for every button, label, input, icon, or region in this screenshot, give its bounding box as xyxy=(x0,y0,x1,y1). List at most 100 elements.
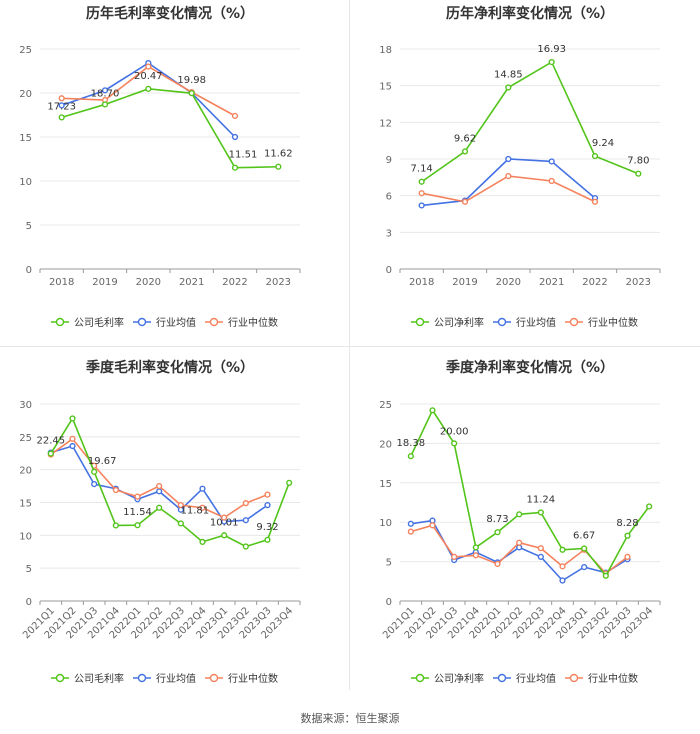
data-point-median xyxy=(199,504,206,511)
chart-panel-2: 历年净利率变化情况（%） 0 3 6 9 12 15 18 2018 2019 2020 2021 20… xyxy=(379,5,661,329)
x-tick-label: 2021 xyxy=(179,277,204,288)
data-point-avg xyxy=(101,87,109,94)
data-point-company xyxy=(537,509,544,516)
series-line-company xyxy=(50,416,290,548)
legend-item-company: 公司净利率 xyxy=(411,672,484,685)
data-label: 9.62 xyxy=(454,133,476,144)
chart-title: 历年净利率变化情况（%） xyxy=(446,5,614,22)
legend-label: 行业中位数 xyxy=(588,316,638,329)
y-tick-label: 6 xyxy=(386,192,392,203)
data-label: 11.54 xyxy=(123,507,152,518)
data-point-company xyxy=(145,85,152,92)
data-source-caption: 数据来源：恒生聚源 xyxy=(300,712,400,725)
legend-marker-icon xyxy=(137,673,147,683)
data-point-company xyxy=(177,520,184,527)
horizontal-divider xyxy=(0,346,700,347)
legend-item-company: 公司毛利率 xyxy=(51,672,124,685)
data-label: 16.93 xyxy=(537,44,566,55)
y-tick-label: 25 xyxy=(19,433,32,444)
data-point-median xyxy=(429,522,436,529)
data-point-median xyxy=(418,190,425,197)
legend-item-avg: 行业均值 xyxy=(493,316,556,329)
y-tick-label: 15 xyxy=(379,82,392,93)
legend-label: 公司毛利率 xyxy=(74,672,124,685)
data-point-median xyxy=(221,514,228,521)
data-point-company xyxy=(242,543,249,550)
data-point-avg xyxy=(537,553,544,560)
data-label: 18.70 xyxy=(91,88,120,99)
data-label: 7.80 xyxy=(627,156,649,167)
y-tick-label: 25 xyxy=(379,400,392,411)
data-label: 7.14 xyxy=(411,164,433,175)
chart-panel-3: 季度毛利率变化情况（%）0510152025302021Q12021Q22021… xyxy=(19,359,301,685)
chart-title: 季度净利率变化情况（%） xyxy=(445,359,614,376)
data-point-company xyxy=(264,536,271,543)
data-point-median xyxy=(156,482,163,490)
data-point-company xyxy=(494,529,501,536)
data-label: 6.67 xyxy=(573,530,595,541)
data-label: 18.38 xyxy=(397,438,426,449)
legend-item-avg: 行业均值 xyxy=(133,672,196,685)
data-point-company xyxy=(275,163,282,170)
y-tick-label: 15 xyxy=(19,133,32,144)
chart-title: 季度毛利率变化情况（%） xyxy=(85,359,254,376)
data-point-company xyxy=(407,453,414,460)
data-point-company xyxy=(472,544,479,551)
legend-marker-icon xyxy=(55,317,65,327)
data-point-median xyxy=(264,491,271,498)
chart-panel-4: 季度净利率变化情况（%）05101520252021Q12021Q22021Q3… xyxy=(379,359,661,685)
legend-marker-icon xyxy=(209,673,219,683)
y-tick-label: 9 xyxy=(386,155,392,166)
legend-label: 公司净利率 xyxy=(434,316,484,329)
x-tick-label: 2023 xyxy=(626,277,651,288)
data-point-avg xyxy=(69,442,76,450)
data-point-company xyxy=(112,522,119,529)
data-point-median xyxy=(407,528,414,535)
data-label: 8.73 xyxy=(486,514,508,525)
data-point-avg xyxy=(231,133,239,141)
data-point-avg xyxy=(581,564,588,571)
data-point-company xyxy=(418,178,425,185)
data-point-avg xyxy=(559,577,566,584)
legend-marker-icon xyxy=(415,317,425,327)
data-point-median xyxy=(494,560,501,568)
legend-label: 行业中位数 xyxy=(228,672,278,685)
data-point-company xyxy=(69,415,76,422)
data-label: 11.62 xyxy=(264,149,293,160)
legend-item-avg: 行业均值 xyxy=(493,672,556,685)
data-point-company xyxy=(559,546,566,553)
legend-label: 公司净利率 xyxy=(434,672,484,685)
legend: 公司毛利率 行业均值 行业中位数 xyxy=(51,316,278,329)
data-label: 17.23 xyxy=(47,101,76,112)
data-point-median xyxy=(537,545,544,552)
legend-label: 公司毛利率 xyxy=(74,316,124,329)
legend-marker-icon xyxy=(569,673,579,683)
data-point-company xyxy=(286,479,293,486)
data-point-company xyxy=(646,503,653,510)
data-point-median xyxy=(145,63,152,70)
legend: 公司净利率 行业均值 行业中位数 xyxy=(411,316,638,329)
x-tick-label: 2018 xyxy=(49,277,74,288)
data-point-median xyxy=(177,502,184,509)
legend-label: 行业均值 xyxy=(156,672,196,685)
x-tick-label: 2018 xyxy=(409,277,434,288)
y-tick-label: 5 xyxy=(26,564,32,575)
data-label: 10.01 xyxy=(210,517,239,528)
legend-item-median: 行业中位数 xyxy=(205,316,278,329)
y-tick-label: 3 xyxy=(386,228,392,239)
y-tick-label: 20 xyxy=(19,466,32,477)
chart-title: 历年毛利率变化情况（%） xyxy=(86,5,254,22)
legend-marker-icon xyxy=(137,317,147,327)
y-tick-label: 5 xyxy=(386,558,392,569)
legend-item-median: 行业中位数 xyxy=(565,672,638,685)
data-point-median xyxy=(134,493,141,500)
legend-marker-icon xyxy=(569,317,579,327)
data-point-avg xyxy=(407,520,414,527)
data-label: 11.81 xyxy=(181,505,210,516)
legend-marker-icon xyxy=(497,673,507,683)
data-point-company xyxy=(581,545,588,552)
x-tick-label: 2020 xyxy=(496,277,521,288)
y-tick-label: 10 xyxy=(19,531,32,542)
legend: 公司毛利率 行业均值 行业中位数 xyxy=(51,672,278,685)
